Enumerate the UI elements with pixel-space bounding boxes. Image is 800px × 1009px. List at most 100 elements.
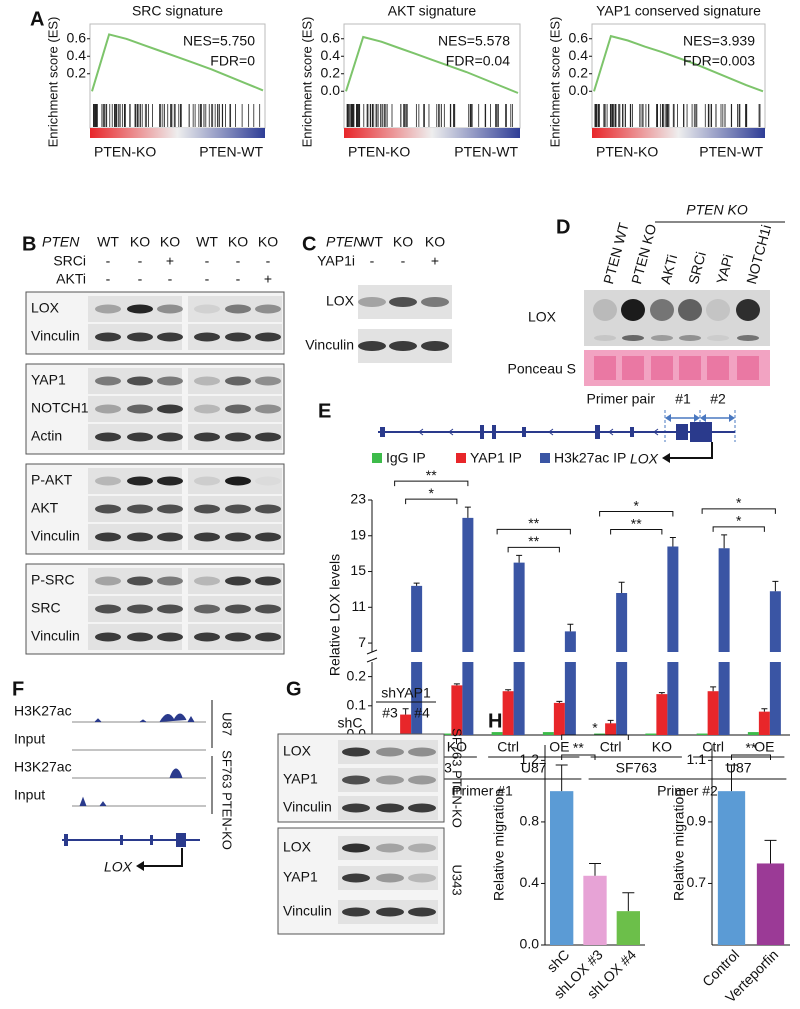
y-tick-label: 0.0 [569,82,589,98]
y-tick-label: 0.2 [67,64,87,80]
band [408,843,436,853]
annotation: FDR=0.04 [446,53,510,69]
supergroup-label: Primer #2 [657,783,718,799]
error-bar [761,708,768,712]
exon [380,427,385,437]
band [679,335,701,341]
band [255,632,281,642]
band [127,532,153,542]
lane-label: #3 [382,705,398,721]
treatment-label: SRCi [53,253,86,269]
band [194,376,220,386]
error-bar [725,764,738,792]
error-bar [764,839,777,864]
lane-label: NOTCH1i [743,223,774,286]
group-label: PTEN KO [686,202,748,218]
legend-label: H3k27ac IP [554,450,626,466]
significance-label: ** [528,533,539,549]
gene-label: LOX [104,859,133,875]
band [157,532,183,542]
lane-label: PTEN KO [628,222,659,286]
error-bar [567,623,574,632]
row-label: YAP1 [31,372,66,388]
y-tick-label: 0.4 [67,47,87,63]
band [255,432,281,442]
band [95,476,121,486]
x-tick-label: Ctrl [600,739,622,755]
gene-label: PTEN [326,234,364,250]
band [225,476,251,486]
lane-label: WT [196,234,218,250]
row-label: LOX [283,743,312,759]
band [225,404,251,414]
bar [594,733,606,735]
band [127,632,153,642]
bar [758,711,770,735]
band [127,576,153,586]
lane-label: KO [393,234,413,250]
band [95,504,121,514]
treatment-mark: - [205,253,210,269]
row-label: YAP1 [283,869,318,885]
significance-label: * [592,720,598,736]
phenotype-label: PTEN-WT [699,144,763,160]
treatment-mark: + [166,253,174,269]
rank-gradient [592,128,765,138]
significance-bracket [561,754,596,760]
band [225,504,251,514]
band [255,604,281,614]
band [342,843,370,853]
band [342,873,370,883]
blot-image [584,350,770,386]
band [157,504,183,514]
error-bar [516,554,523,563]
annotation: FDR=0 [210,53,255,69]
error-bar [413,582,420,586]
bar [756,863,785,945]
significance-label: ** [746,740,757,756]
primer-label: Primer pair [587,391,656,407]
band [127,332,153,342]
significance-label: * [634,497,640,513]
band [342,803,370,813]
error-bar [669,537,676,547]
y-axis-label: Enrichment score (ES) [547,17,562,148]
error-bar [658,692,665,695]
y-tick-label: 0.4 [569,47,589,63]
y-tick-label: 11 [351,598,366,614]
error-bar [505,689,512,692]
panel-label: F [12,678,24,700]
row-label: AKT [31,500,59,516]
band [408,775,436,785]
bar [645,733,657,735]
annotation: FDR=0.003 [683,53,755,69]
band [225,304,251,314]
phenotype-label: PTEN-KO [348,144,410,160]
row-label: LOX [283,839,312,855]
band [225,604,251,614]
panel-label: C [302,233,316,255]
rank-gradient [344,128,520,138]
phenotype-label: PTEN-WT [199,144,263,160]
band [255,477,281,486]
error-bar [589,862,601,876]
chart-title: YAP1 conserved signature [596,3,761,19]
lane-label: SRCi [685,250,709,286]
band [127,432,153,442]
treatment-mark: - [106,253,111,269]
lane-label: KO [160,234,180,250]
band [95,404,121,414]
band [225,576,251,586]
cell-line-label: SF763 PTEN-KO [450,728,465,828]
exon [690,422,712,442]
row-label: Vinculin [305,337,354,353]
band [194,476,220,486]
band [376,873,404,883]
band [389,341,417,351]
band [342,747,370,757]
band [255,376,281,386]
axis-break [366,649,378,655]
significance-bracket [405,498,458,505]
y-axis-label: Enrichment score (ES) [45,17,60,148]
